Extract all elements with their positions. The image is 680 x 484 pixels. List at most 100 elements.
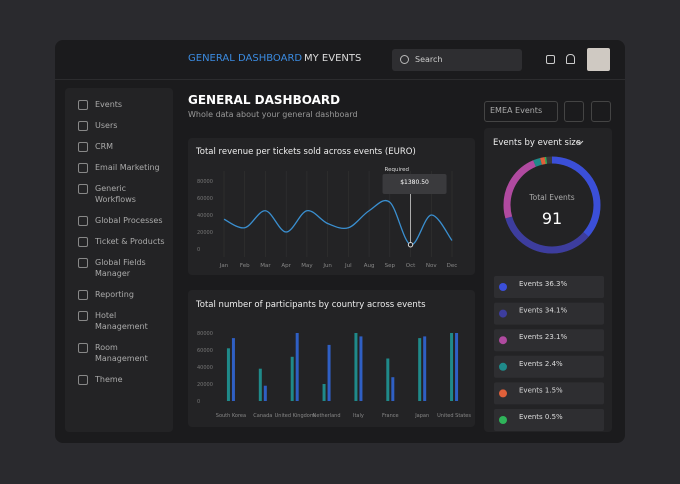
x-tick-label: South Korea bbox=[216, 413, 246, 419]
y-tick-label: 60000 bbox=[197, 196, 213, 202]
x-tick-label: Nov bbox=[426, 263, 437, 269]
center-value: 91 bbox=[542, 209, 562, 228]
sidebar-item[interactable]: Ticket & Products bbox=[95, 237, 165, 246]
search-icon bbox=[400, 55, 409, 64]
filter-dropdown[interactable] bbox=[484, 101, 558, 122]
page-title: GENERAL DASHBOARD bbox=[188, 93, 341, 107]
x-tick-label: Feb bbox=[240, 263, 250, 269]
sidebar-icon bbox=[78, 290, 88, 300]
donut-segment bbox=[503, 156, 601, 254]
sidebar-item[interactable]: Room Management bbox=[95, 343, 148, 363]
legend-item bbox=[494, 276, 604, 298]
bar bbox=[295, 333, 299, 401]
donut-segment bbox=[503, 156, 601, 254]
x-tick-label: Italy bbox=[353, 413, 364, 419]
bar bbox=[418, 338, 422, 401]
sidebar-icon bbox=[78, 100, 88, 110]
participants-card bbox=[188, 290, 475, 427]
legend-dot bbox=[499, 336, 507, 345]
x-tick-label: Jan bbox=[219, 263, 229, 269]
bar bbox=[231, 338, 235, 401]
x-tick-label: May bbox=[301, 263, 313, 269]
y-tick-label: 80000 bbox=[197, 331, 213, 337]
nav-tab[interactable]: MY EVENTS bbox=[304, 53, 362, 64]
page-subtitle: Whole data about your general dashboard bbox=[188, 110, 358, 119]
x-tick-label: Jun bbox=[322, 263, 332, 269]
x-tick-label: United States bbox=[437, 413, 471, 419]
nav-tab[interactable]: GENERAL DASHBOARD bbox=[188, 53, 303, 64]
sidebar-item[interactable]: Global Processes bbox=[95, 216, 163, 225]
filter-label: EMEA Events bbox=[490, 106, 543, 115]
center-label: Total Events bbox=[528, 193, 574, 202]
legend-item bbox=[494, 382, 604, 405]
legend-label: Events 0.5% bbox=[519, 413, 563, 421]
legend-dot bbox=[499, 362, 507, 371]
legend-item bbox=[494, 302, 604, 325]
y-tick-label: 0 bbox=[197, 247, 200, 253]
revenue-line bbox=[223, 199, 453, 246]
y-tick-label: 20000 bbox=[197, 382, 213, 388]
tooltip-title: Required bbox=[385, 167, 409, 173]
legend-dot bbox=[499, 416, 507, 424]
bar bbox=[258, 368, 262, 401]
y-tick-label: 60000 bbox=[197, 348, 213, 354]
legend-dot bbox=[499, 309, 507, 318]
sidebar-item[interactable]: CRM bbox=[95, 142, 114, 151]
sidebar-icon bbox=[78, 163, 88, 173]
sidebar-item[interactable]: Events bbox=[95, 100, 123, 109]
sidebar-item[interactable]: Hotel Management bbox=[95, 311, 148, 331]
sidebar-icon bbox=[78, 343, 88, 353]
sidebar-icon bbox=[78, 258, 88, 268]
bar bbox=[327, 344, 331, 401]
tooltip bbox=[382, 174, 447, 194]
bar bbox=[450, 333, 454, 401]
sidebar-item[interactable]: Theme bbox=[95, 375, 123, 384]
search-box[interactable] bbox=[392, 49, 522, 71]
legend-dot bbox=[499, 389, 507, 398]
y-tick-label: 80000 bbox=[197, 179, 213, 185]
sidebar-item[interactable]: Users bbox=[95, 121, 118, 130]
dropdown-caret bbox=[576, 140, 584, 145]
bar bbox=[391, 377, 395, 401]
x-tick-label: Oct bbox=[406, 263, 416, 269]
edit-button[interactable] bbox=[564, 101, 584, 122]
x-tick-label: Jul bbox=[344, 263, 352, 269]
x-tick-label: United Kingdom bbox=[275, 413, 315, 419]
avatar[interactable] bbox=[587, 48, 610, 71]
x-tick-label: Dec bbox=[447, 263, 458, 269]
sidebar-icon bbox=[78, 121, 88, 131]
legend-label: Events 2.4% bbox=[519, 360, 563, 368]
legend-item bbox=[494, 409, 604, 431]
donut-segment bbox=[503, 156, 601, 254]
sidebar-item[interactable]: Reporting bbox=[95, 290, 134, 299]
x-tick-label: Canada bbox=[253, 413, 272, 419]
chart-title: Total revenue per tickets sold across ev… bbox=[195, 147, 416, 157]
legend-item bbox=[494, 355, 604, 378]
sidebar-item[interactable]: Email Marketing bbox=[95, 163, 160, 172]
sidebar-item[interactable]: Global Fields Manager bbox=[95, 258, 146, 278]
x-tick-label: Aug bbox=[364, 263, 375, 269]
bar bbox=[226, 348, 230, 401]
sidebar-icon bbox=[78, 216, 88, 226]
bar bbox=[290, 356, 294, 401]
highlight-point bbox=[407, 242, 414, 248]
sidebar-item[interactable]: Generic Workflows bbox=[95, 184, 136, 204]
add-button[interactable] bbox=[591, 101, 611, 122]
mail-icon[interactable] bbox=[546, 55, 555, 64]
y-tick-label: 20000 bbox=[197, 230, 213, 236]
bar bbox=[359, 336, 363, 401]
legend-dot bbox=[499, 283, 507, 291]
bell-icon[interactable] bbox=[566, 54, 575, 64]
sidebar-icon bbox=[78, 237, 88, 247]
bar bbox=[322, 384, 326, 401]
x-tick-label: Japan bbox=[414, 413, 429, 419]
x-tick-label: Sep bbox=[385, 263, 396, 269]
x-tick-label: Apr bbox=[281, 263, 291, 269]
sidebar-icon bbox=[78, 375, 88, 385]
bar bbox=[386, 358, 390, 401]
y-tick-label: 0 bbox=[197, 399, 200, 405]
bar bbox=[354, 333, 358, 401]
tooltip-value: $1380.50 bbox=[400, 179, 429, 186]
